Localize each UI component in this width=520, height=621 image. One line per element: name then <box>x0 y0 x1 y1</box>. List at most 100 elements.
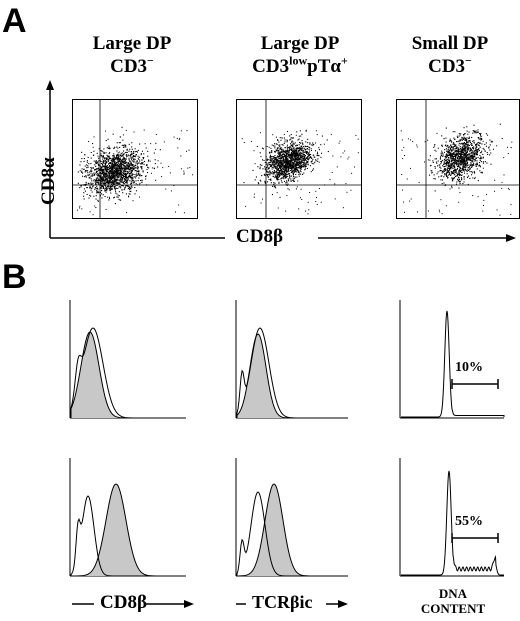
event-dot <box>297 155 299 157</box>
event-dot <box>131 185 133 187</box>
event-dot <box>120 173 122 175</box>
event-dot <box>436 173 438 175</box>
event-dot <box>472 140 474 142</box>
event-dot <box>107 155 109 157</box>
event-dot <box>440 175 442 177</box>
event-dot <box>442 165 444 167</box>
event-dot <box>462 155 464 157</box>
event-dot <box>145 178 147 180</box>
event-dot <box>146 168 148 170</box>
event-dot <box>129 174 131 176</box>
event-dot <box>458 156 460 158</box>
event-dot <box>283 172 285 174</box>
event-dot <box>464 164 466 166</box>
event-dot <box>173 136 175 138</box>
event-dot <box>264 168 266 170</box>
event-dot <box>305 152 307 154</box>
event-dot <box>452 158 454 160</box>
event-dot <box>305 151 307 153</box>
event-dot <box>112 133 114 135</box>
event-dot <box>127 166 129 168</box>
event-dot <box>275 176 277 178</box>
event-dot <box>280 169 282 171</box>
event-dot <box>489 149 491 151</box>
event-dot <box>314 156 316 158</box>
event-dot <box>465 163 467 165</box>
event-dot <box>96 192 98 194</box>
plot-frame <box>236 99 362 219</box>
event-dot <box>162 167 164 169</box>
event-dot <box>469 153 471 155</box>
event-dot <box>463 148 465 150</box>
event-dot <box>273 162 275 164</box>
event-dot <box>142 161 144 163</box>
event-dot <box>279 147 281 149</box>
event-dot <box>460 149 462 151</box>
event-dot <box>137 149 139 151</box>
event-dot <box>132 152 134 154</box>
event-dot <box>105 172 107 174</box>
event-dot <box>312 158 314 160</box>
event-dot <box>295 149 297 151</box>
event-dot <box>143 163 145 165</box>
event-dot <box>279 166 281 168</box>
event-dot <box>288 146 290 148</box>
event-dot <box>464 163 466 165</box>
event-dot <box>130 183 132 185</box>
event-dot <box>121 175 123 177</box>
event-dot <box>90 167 92 169</box>
event-dot <box>100 184 102 186</box>
event-dot <box>141 182 143 184</box>
event-dot <box>294 180 295 182</box>
event-dot <box>464 155 466 157</box>
event-dot <box>459 170 461 172</box>
event-dot <box>307 164 309 166</box>
event-dot <box>459 164 461 166</box>
event-dot <box>90 152 92 154</box>
event-dot <box>412 141 414 143</box>
event-dot <box>445 184 447 186</box>
event-dot <box>118 172 120 174</box>
event-dot <box>473 152 475 154</box>
event-dot <box>144 143 146 145</box>
event-dot <box>323 143 325 145</box>
event-dot <box>96 184 98 186</box>
event-dot <box>123 164 125 166</box>
event-dot <box>285 157 287 159</box>
event-dot <box>279 167 281 169</box>
event-dot <box>106 180 108 182</box>
event-dot <box>293 162 295 164</box>
event-dot <box>295 151 296 153</box>
event-dot <box>146 184 148 186</box>
event-dot <box>126 165 128 167</box>
event-dot <box>288 168 290 170</box>
event-dot <box>481 171 483 173</box>
event-dot <box>472 156 474 158</box>
event-dot <box>134 193 136 195</box>
event-dot <box>456 141 458 143</box>
event-dot <box>280 147 282 149</box>
event-dot <box>274 162 276 164</box>
event-dot <box>276 173 278 175</box>
event-dot <box>280 152 282 154</box>
event-dot <box>449 173 451 175</box>
event-dot <box>286 184 288 186</box>
event-dot <box>123 170 125 172</box>
event-dot <box>130 167 132 169</box>
event-dot <box>119 180 121 182</box>
event-dot <box>108 156 110 157</box>
event-dot <box>321 135 323 137</box>
event-dot <box>293 161 295 163</box>
event-dot <box>273 145 275 147</box>
event-dot <box>298 135 300 137</box>
event-dot <box>446 175 448 177</box>
event-dot <box>434 166 436 168</box>
event-dot <box>139 143 141 145</box>
event-dot <box>306 157 308 159</box>
event-dot <box>457 166 459 168</box>
event-dot <box>157 166 159 168</box>
event-dot <box>276 168 278 170</box>
event-dot <box>133 161 135 163</box>
event-dot <box>109 180 111 182</box>
event-dot <box>80 161 82 163</box>
